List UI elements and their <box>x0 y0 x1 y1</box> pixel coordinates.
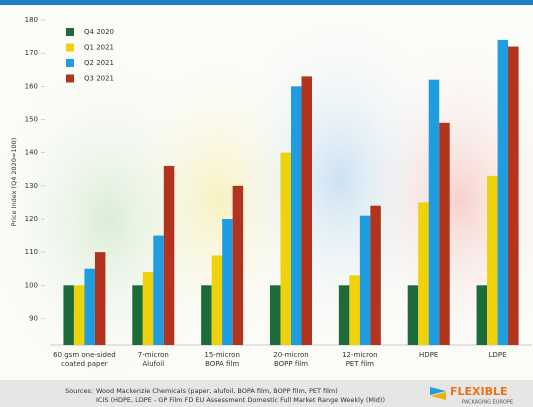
legend-label: Q1 2021 <box>84 44 114 52</box>
bar <box>270 285 281 345</box>
legend-swatch <box>66 28 74 36</box>
logo-main: FLEXIBLE <box>450 385 508 398</box>
bar <box>338 285 350 345</box>
y-tick-label: 130 <box>25 182 38 190</box>
legend-label: Q2 2021 <box>84 59 114 67</box>
legend-swatch <box>66 59 74 67</box>
sources-line: ICIS (HDPE, LDPE - GP Film FD EU Assessm… <box>96 396 385 404</box>
bar <box>428 79 440 345</box>
bar <box>163 165 175 345</box>
y-tick-label: 150 <box>25 115 38 123</box>
x-tick-label: 12-micron PET film <box>342 351 378 368</box>
bar <box>487 175 498 345</box>
bar <box>201 285 212 345</box>
x-tick-label: 15-micron BOPA film <box>204 351 240 368</box>
y-tick-label: 180 <box>25 16 38 24</box>
bar <box>301 76 312 345</box>
bar <box>439 122 450 345</box>
bar <box>153 235 164 345</box>
legend-label: Q4 2020 <box>84 28 114 36</box>
bar <box>63 285 74 345</box>
y-tick-label: 120 <box>25 215 38 223</box>
bar <box>370 205 381 345</box>
y-tick-label: 140 <box>25 149 38 157</box>
bar <box>291 86 302 345</box>
y-tick-label: 100 <box>25 281 38 289</box>
x-tick-label: 60 gsm one-sided coated paper <box>53 351 116 368</box>
x-tick-label: 7-micron Alufoil <box>138 351 169 368</box>
y-tick-label: 160 <box>25 82 38 90</box>
bar <box>84 268 95 345</box>
top-strip <box>0 0 533 5</box>
legend-swatch <box>66 43 74 52</box>
bar <box>142 272 154 345</box>
sources-label: Sources: <box>65 387 93 395</box>
y-axis-label: Price Index (Q4 2020=100) <box>10 138 18 227</box>
y-tick-label: 110 <box>25 248 38 256</box>
bar <box>94 252 106 345</box>
y-tick-label: 90 <box>29 314 38 322</box>
bar <box>476 285 488 345</box>
bar <box>132 285 143 345</box>
bar <box>508 46 519 346</box>
bar <box>418 202 429 345</box>
bar <box>280 152 291 345</box>
x-tick-label: 20-micron BOPP film <box>273 351 309 368</box>
logo-sub: PACKAGING EUROPE <box>462 400 513 406</box>
y-tick-label: 170 <box>25 49 38 57</box>
legend-swatch <box>66 74 74 83</box>
x-tick-label: HDPE <box>419 351 438 359</box>
bar <box>211 255 223 345</box>
bar <box>232 185 244 345</box>
legend-label: Q3 2021 <box>84 75 114 83</box>
bar <box>222 218 233 345</box>
logo-icon <box>430 392 446 400</box>
bar <box>349 275 360 345</box>
logo-icon <box>430 387 446 395</box>
bar <box>497 39 509 346</box>
bar <box>359 215 371 345</box>
bar <box>407 285 419 345</box>
sources-line: Wood Mackenzie Chemicals (paper, alufoil… <box>96 387 338 395</box>
bar <box>73 285 85 345</box>
x-tick-label: LDPE <box>489 351 507 359</box>
